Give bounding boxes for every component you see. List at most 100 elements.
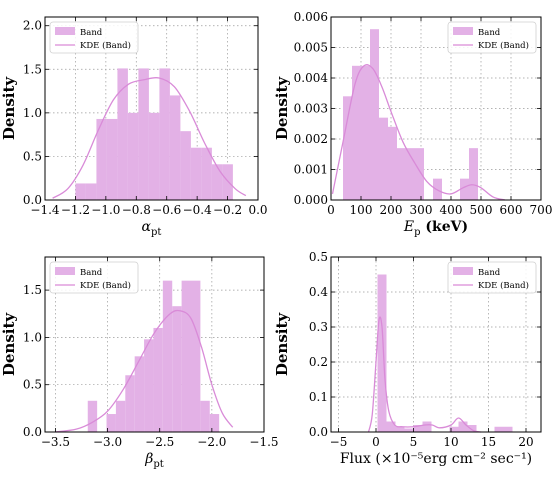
histogram-bar (162, 280, 173, 432)
y-tick-label: 0.004 (294, 71, 329, 85)
y-tick-label: 1.0 (23, 106, 42, 120)
y-tick-label: 0.002 (294, 132, 328, 146)
x-tick-label: 0.0 (248, 203, 267, 217)
legend-swatch-band (453, 27, 473, 35)
histogram-bar (467, 425, 477, 432)
histogram-bar (377, 274, 387, 432)
histogram-bar (75, 183, 86, 200)
histogram-bar (370, 29, 379, 201)
y-tick-label: 0.005 (294, 41, 328, 55)
kde-curve (55, 309, 234, 433)
histogram-bar (125, 375, 135, 432)
histogram-bar (222, 164, 233, 200)
histogram-bar (397, 148, 406, 200)
y-tick-label: 0.0 (23, 425, 42, 439)
x-axis-label: Flux (×10⁻⁵erg cm⁻² sec⁻¹) (340, 451, 532, 467)
y-tick-label: 0.5 (23, 149, 42, 163)
y-tick-label: 2.0 (23, 19, 42, 33)
kde-curve (52, 76, 247, 199)
y-tick-label: 1.5 (23, 62, 42, 76)
legend-label-kde: KDE (Band) (80, 280, 131, 291)
x-tick-label: −0.2 (213, 203, 242, 217)
kde-curve (331, 64, 506, 201)
histogram-bar (153, 327, 163, 432)
x-axis-label: αpt (142, 219, 162, 238)
x-tick-label: 100 (350, 203, 373, 217)
histogram-bar (96, 118, 107, 200)
legend-label-band: Band (80, 28, 103, 38)
histogram-bar (388, 126, 397, 200)
axes-frame (44, 256, 265, 433)
x-tick-label: −1.2 (61, 203, 90, 217)
histogram-bar (200, 400, 210, 432)
histogram-bar (159, 68, 170, 201)
legend: Band KDE (Band) (447, 261, 537, 294)
histogram-bar (404, 428, 414, 432)
legend-swatch-band (55, 27, 75, 35)
x-tick-label: −1.4 (30, 203, 60, 217)
histogram-bar (181, 280, 191, 432)
x-tick-label: −0.8 (122, 203, 151, 217)
histogram-bar (503, 426, 513, 432)
x-tick-label: −2.0 (197, 435, 226, 449)
chart-panel-alpha: −1.4 −1.2 −1.0 −0.8 −0.6 −0.4 −0.2 0.0 0.0 0.5 1.0… (0, 16, 268, 238)
legend: Band KDE (Band) (49, 261, 139, 294)
histogram-bar (106, 414, 116, 432)
histogram-bar (449, 426, 459, 432)
histogram-bar (406, 148, 415, 200)
chart-panel-flux: −5 0 5 10 15 20 0.0 0.1 0.2 0.3 0.4 0.5 Density Flux … (273, 250, 542, 467)
histogram-bar (172, 306, 182, 432)
x-tick-label: 500 (470, 203, 493, 217)
x-tick-label: 300 (410, 203, 433, 217)
y-tick-label: 0.0 (309, 425, 328, 439)
y-tick-label: 0.5 (23, 378, 42, 392)
y-tick-label: 0.001 (294, 163, 328, 177)
histogram-bar (422, 421, 432, 432)
y-tick-label: 0.3 (309, 320, 328, 334)
chart-panel-ep: 0 100 200 300 400 500 600 700 0.000 0.001 0.002 0.0… (273, 10, 552, 238)
x-tick-label: −2.5 (145, 435, 174, 449)
x-tick-label: −5 (330, 435, 348, 449)
y-tick-label: 0.2 (309, 355, 328, 369)
histogram-bar (117, 68, 128, 201)
x-tick-label: −0.4 (183, 203, 213, 217)
histogram-bar (379, 117, 388, 200)
x-axis-label: Ep (keV) (403, 219, 468, 238)
histogram-bar (190, 147, 202, 200)
y-tick-label: 0.000 (294, 193, 328, 207)
histogram-bar (127, 112, 139, 200)
y-tick-label: 0.0 (23, 193, 42, 207)
histogram-bar (415, 148, 424, 200)
x-tick-label: 400 (440, 203, 463, 217)
x-tick-label: 200 (380, 203, 403, 217)
x-tick-label: −1.0 (91, 203, 120, 217)
legend: Band KDE (Band) (49, 21, 139, 54)
x-tick-label: 700 (530, 203, 553, 217)
axes-frame (330, 256, 542, 433)
histogram-bar (460, 178, 469, 200)
y-tick-label: 1.0 (23, 330, 42, 344)
histogram-bar (115, 400, 126, 432)
y-axis-label: Density (273, 76, 291, 141)
chart-panel-beta: −3.5 −3.0 −2.5 −2.0 −1.5 0.0 0.5 1.0 1.5 Density β… (0, 256, 279, 470)
axes-frame (44, 16, 259, 201)
histogram-bar (85, 183, 97, 200)
histogram-bar (469, 148, 478, 200)
y-tick-label: 1.5 (23, 283, 42, 297)
y-axis-label: Density (0, 312, 18, 377)
x-tick-label: 20 (518, 435, 533, 449)
x-tick-label: 600 (500, 203, 523, 217)
x-tick-label: 10 (443, 435, 458, 449)
x-tick-label: 0 (372, 435, 380, 449)
y-tick-label: 0.4 (309, 285, 328, 299)
x-axis-label: βpt (144, 451, 164, 470)
histogram-bar (134, 356, 145, 432)
y-axis-label: Density (0, 76, 18, 141)
histogram-bar (458, 421, 468, 432)
histogram-bar (87, 400, 98, 432)
histogram-bar (395, 426, 405, 432)
legend-label-band: Band (478, 28, 501, 38)
legend-label-kde: KDE (Band) (80, 40, 131, 51)
x-tick-label: −3.5 (41, 435, 70, 449)
